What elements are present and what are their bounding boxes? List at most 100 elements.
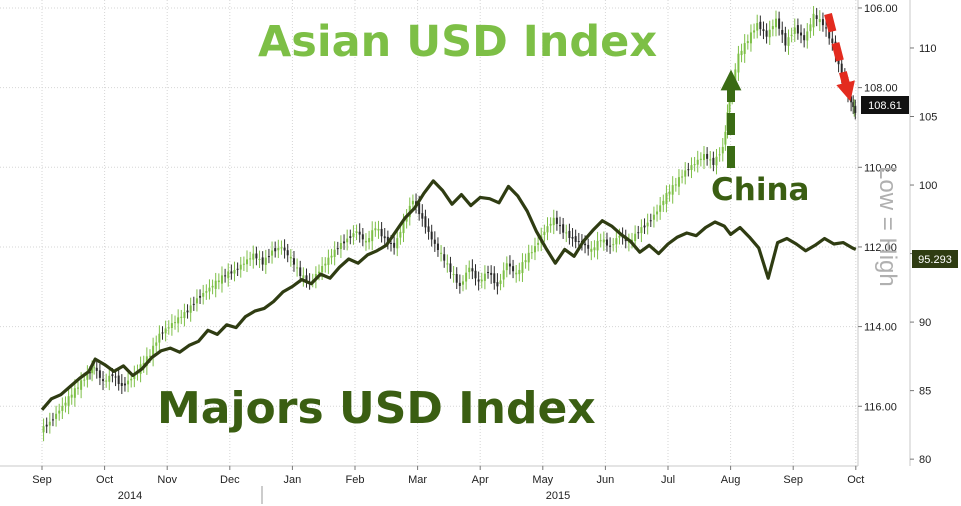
candle-body (377, 228, 380, 231)
candle-body (436, 243, 439, 251)
candle-body (533, 246, 536, 253)
candle-body (55, 413, 58, 419)
candle-body (383, 236, 386, 239)
candle-body (405, 215, 408, 222)
asian-last-value-badge: 108.61 (861, 96, 909, 114)
candle-body (258, 258, 261, 260)
candle-body (164, 328, 167, 334)
candle-body (155, 342, 158, 346)
x-tick-label: Jun (597, 474, 615, 486)
candle-body (699, 158, 702, 160)
candle-body (389, 243, 392, 245)
candle-body (449, 263, 452, 273)
candle-body (374, 228, 377, 231)
inner-y-tick-label: 108.00 (864, 83, 898, 95)
candle-body (768, 29, 771, 38)
candle-body (280, 247, 283, 249)
candle-body (111, 374, 114, 377)
candle-body (318, 271, 321, 274)
asian-usd-candlestick-series (42, 6, 857, 442)
candle-body (233, 270, 236, 274)
outer-y-tick-label: 110 (919, 43, 937, 55)
candle-body (612, 244, 615, 246)
candle-body (821, 19, 824, 26)
candle-body (693, 164, 696, 166)
candle-body (806, 31, 809, 41)
candle-body (602, 239, 605, 243)
candle-body (386, 236, 389, 243)
candle-body (349, 236, 352, 238)
candle-body (562, 224, 565, 233)
candle-body (800, 32, 803, 36)
majors-last-value-badge: 95.293 (912, 250, 958, 268)
annotation-asian-usd-index: Asian USD Index (258, 17, 657, 67)
candle-body (643, 225, 646, 228)
annotation-china: China (711, 172, 809, 208)
x-year-label: 2014 (118, 490, 142, 502)
candle-body (746, 41, 749, 44)
candle-body (477, 279, 480, 282)
candle-body (264, 257, 267, 265)
candle-body (671, 185, 674, 195)
candle-body (762, 29, 765, 32)
candle-body (296, 267, 299, 269)
candle-body (93, 367, 96, 369)
candle-body (105, 380, 108, 382)
x-tick-label: Feb (346, 474, 365, 486)
candle-body (336, 248, 339, 250)
candle-body (399, 231, 402, 238)
candle-body (615, 238, 618, 245)
candle-body (543, 231, 546, 235)
candle-body (825, 27, 828, 29)
majors-last-value: 95.293 (918, 254, 952, 266)
candle-body (174, 322, 177, 324)
candle-body (283, 247, 286, 251)
candle-body (299, 267, 302, 277)
candle-body (327, 257, 330, 265)
candle-body (728, 96, 731, 113)
candle-body (637, 232, 640, 234)
candle-body (740, 50, 743, 56)
candle-body (127, 380, 130, 385)
candle-body (95, 367, 98, 371)
candle-body (674, 184, 677, 186)
candle-body (530, 252, 533, 254)
candle-body (684, 170, 687, 177)
candle-body (249, 258, 252, 260)
candle-body (430, 231, 433, 240)
inner-y-tick-label: 106.00 (864, 3, 898, 15)
candle-body (86, 373, 89, 380)
candle-body (211, 285, 214, 288)
candle-body (199, 295, 202, 298)
candle-body (706, 153, 709, 159)
candle-body (812, 13, 815, 28)
candle-body (239, 264, 242, 270)
candle-body (324, 263, 327, 266)
candle-body (130, 378, 133, 381)
candle-body (665, 193, 668, 204)
candle-body (148, 355, 151, 357)
x-tick-label: Nov (157, 474, 177, 486)
candle-body (183, 312, 186, 319)
candle-body (605, 239, 608, 246)
candle-body (571, 237, 574, 239)
outer-y-tick-label: 80 (919, 454, 931, 466)
candle-body (411, 200, 414, 205)
candle-body (696, 159, 699, 165)
candle-body (158, 333, 161, 343)
candle-body (474, 270, 477, 279)
candle-body (368, 238, 371, 243)
candle-body (715, 156, 718, 166)
candle-body (73, 388, 76, 398)
x-tick-label: Jul (661, 474, 675, 486)
candle-body (170, 323, 173, 328)
candle-body (593, 247, 596, 251)
candle-body (361, 234, 364, 240)
candle-body (371, 230, 374, 242)
candle-body (596, 240, 599, 251)
candle-body (852, 102, 855, 108)
candle-body (271, 250, 274, 256)
candle-body (527, 252, 530, 263)
candle-body (809, 24, 812, 32)
candle-body (108, 375, 111, 382)
